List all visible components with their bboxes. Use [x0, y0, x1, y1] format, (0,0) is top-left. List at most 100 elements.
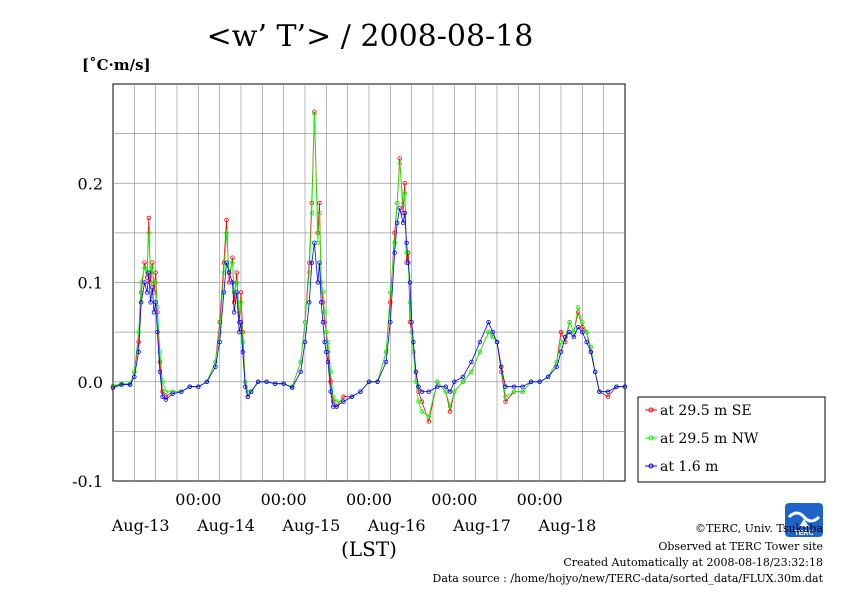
series-point: [426, 419, 431, 424]
series-point: [298, 369, 303, 375]
data-source-text: Data source : /home/hojyo/new/TERC-data/…: [433, 572, 824, 585]
chart-title: <w’ T’> / 2008-08-18: [207, 19, 534, 54]
series-point: [477, 339, 483, 345]
series-point: [460, 379, 466, 384]
series-point: [404, 250, 409, 255]
series-point: [234, 270, 239, 275]
series-point: [309, 210, 315, 216]
series-point: [528, 379, 534, 384]
series-point: [537, 379, 542, 384]
x-time-tick-label: 00:00: [517, 490, 563, 509]
plot-area: [110, 83, 628, 482]
series-point: [155, 305, 160, 310]
series-point: [328, 389, 333, 394]
series-point: [238, 290, 244, 295]
series-point: [409, 329, 414, 335]
series-point: [490, 329, 495, 335]
series-point: [264, 379, 269, 384]
series-point: [138, 300, 144, 305]
legend-label: at 29.5 m NW: [660, 431, 759, 447]
series-point: [435, 379, 440, 384]
series-layer: [110, 109, 628, 424]
series-point: [388, 320, 393, 325]
series-point: [153, 300, 158, 305]
series-point: [605, 389, 611, 394]
series-point: [622, 384, 628, 389]
series-point: [426, 389, 431, 394]
series-point: [567, 320, 572, 325]
series-point: [447, 404, 453, 409]
series-point: [290, 385, 295, 390]
series-point: [460, 374, 466, 379]
series-point: [307, 300, 312, 305]
y-tick-label: 0.0: [78, 373, 103, 392]
series-point: [110, 385, 116, 390]
series-point: [499, 364, 504, 370]
series-point: [315, 280, 320, 285]
series-point: [334, 404, 339, 409]
series-point: [324, 349, 329, 355]
y-axis-unit: [˚C·m/s]: [82, 56, 151, 74]
observed-text: Observed at TERC Tower site: [658, 540, 823, 553]
series-point: [224, 217, 229, 223]
logo-wave-icon: [787, 511, 821, 523]
series-point: [558, 329, 564, 335]
series-point: [419, 409, 425, 414]
series-point: [213, 359, 218, 365]
series-point: [146, 215, 152, 221]
series-point: [341, 399, 346, 404]
series-point: [402, 210, 408, 216]
series-point: [324, 329, 329, 335]
series-point: [153, 270, 158, 275]
series-point: [341, 394, 346, 399]
y-tick-label: 0.1: [78, 274, 103, 293]
series-point: [234, 280, 239, 285]
series-point: [554, 364, 559, 370]
series-point: [605, 394, 611, 399]
series-point: [397, 205, 402, 211]
series-point: [567, 329, 572, 335]
series-point: [317, 260, 322, 265]
series-point: [237, 310, 242, 315]
series-point: [148, 300, 153, 305]
series-point: [151, 280, 157, 285]
series-point: [317, 200, 322, 206]
series-point: [443, 389, 448, 394]
x-axis-ticks: 00:00 00:00 00:00 00:00 00:00 Aug-13 Aug-14 Aug…: [111, 490, 597, 535]
series-point: [394, 220, 400, 226]
series-point: [213, 364, 218, 370]
series-point: [520, 389, 525, 394]
series-point: [575, 305, 581, 310]
series-point: [443, 384, 448, 389]
series-point: [217, 339, 222, 345]
series-point: [614, 384, 619, 389]
series-point: [426, 414, 431, 419]
series-point: [592, 369, 598, 375]
series-point: [231, 300, 237, 305]
x-time-tick-label: 00:00: [431, 490, 477, 509]
series-point: [383, 349, 389, 355]
series-point: [224, 230, 229, 236]
series-point: [375, 379, 380, 384]
series-point: [204, 379, 210, 384]
series-point: [240, 339, 245, 345]
series-point: [588, 349, 594, 355]
logo-drop-icon: [799, 519, 809, 527]
x-time-tick-label: 00:00: [175, 490, 221, 509]
series-point: [245, 394, 251, 399]
series-point: [319, 300, 324, 305]
series-point: [234, 290, 239, 295]
series-point: [217, 329, 222, 335]
series-point: [136, 349, 141, 355]
series-point: [309, 260, 315, 265]
series-point: [136, 339, 141, 345]
series-point: [383, 359, 389, 365]
series-point: [416, 399, 421, 404]
series-point: [392, 240, 397, 245]
series-point: [322, 310, 327, 315]
y-tick-label: -0.1: [72, 472, 103, 491]
series-point: [486, 329, 491, 335]
series-point: [224, 260, 229, 265]
copyright-text: ©TERC, Univ. Tsukuba: [695, 522, 823, 535]
